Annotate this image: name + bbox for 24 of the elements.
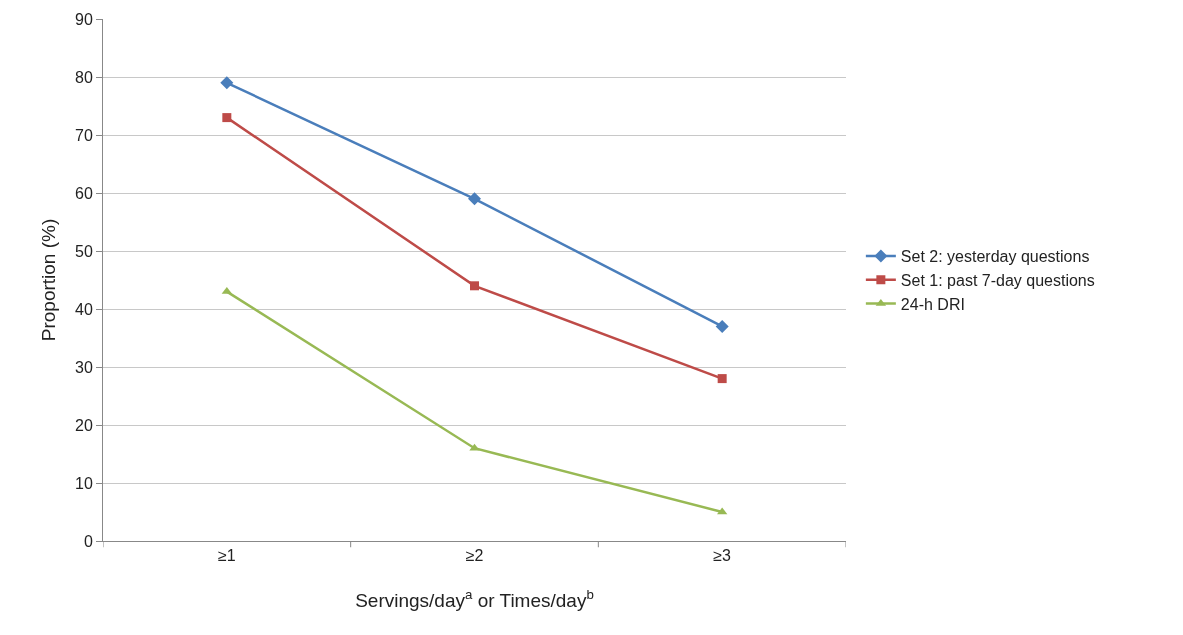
y-tick-label: 30 — [75, 358, 93, 376]
x-tick-label: ≥2 — [465, 547, 484, 565]
x-tick-label: ≥3 — [713, 547, 732, 565]
legend-label: Set 1: past 7-day questions — [900, 271, 1095, 289]
legend-label: Set 2: yesterday questions — [900, 248, 1090, 266]
point — [468, 192, 481, 206]
y-tick-label: 20 — [75, 416, 93, 434]
y-tick-label: 0 — [83, 532, 93, 550]
y-tick-label: 60 — [75, 184, 93, 202]
y-axis-title: Proportion (%) — [38, 218, 59, 342]
point — [717, 374, 727, 384]
y-tick-label: 70 — [75, 126, 93, 144]
point — [222, 113, 232, 123]
point — [715, 319, 729, 333]
y-tick-label: 50 — [75, 242, 93, 260]
x-tick-label: ≥1 — [217, 547, 236, 565]
y-tick-label: 10 — [75, 474, 93, 492]
y-tick-label: 40 — [75, 300, 93, 318]
point — [470, 281, 479, 291]
point — [220, 76, 234, 90]
legend-label: 24-h DRI — [900, 295, 965, 313]
x-axis-title: Servings/day$^{a}$ or Times/day$^{b}$ — [355, 587, 594, 611]
y-tick-label: 80 — [75, 68, 93, 86]
y-tick-label: 90 — [75, 10, 93, 28]
